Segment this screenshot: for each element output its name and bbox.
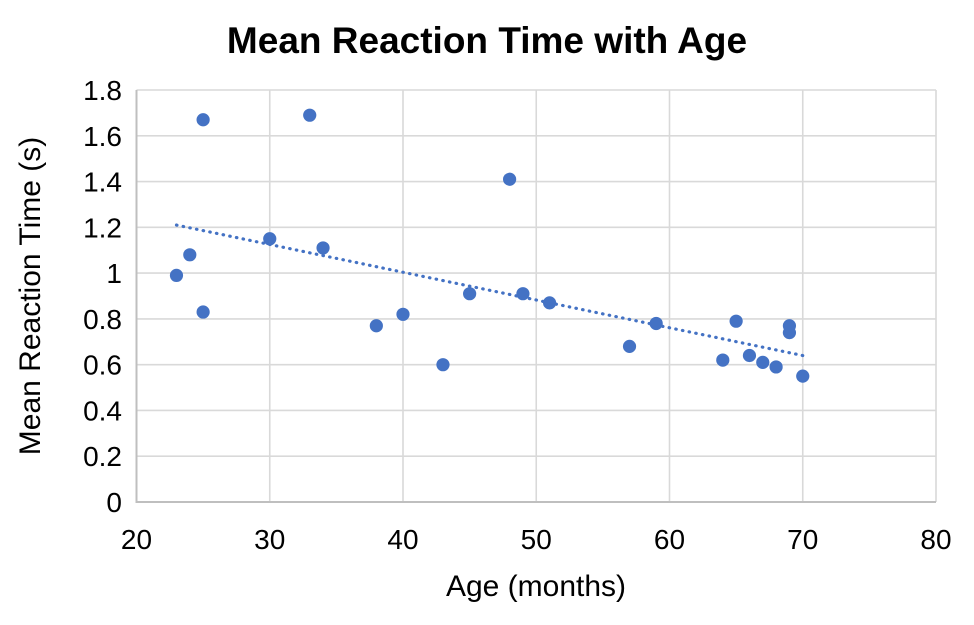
y-tick-label: 0.8 <box>83 304 122 335</box>
data-point <box>436 358 450 372</box>
data-point <box>369 319 383 333</box>
y-tick-label: 0.4 <box>83 395 122 426</box>
y-tick-label: 0.2 <box>83 441 122 472</box>
chart-title: Mean Reaction Time with Age <box>227 20 747 61</box>
y-axis-title: Mean Reaction Time (s) <box>14 137 47 455</box>
y-tick-label: 1.2 <box>83 212 122 243</box>
trendline <box>174 223 805 358</box>
x-tick-label: 50 <box>521 524 552 555</box>
y-tick-label: 1.4 <box>83 167 122 198</box>
gridline-layer <box>136 89 937 502</box>
y-tick-label: 1.8 <box>83 75 122 106</box>
y-tick-label: 1.6 <box>83 121 122 152</box>
data-point <box>796 369 810 383</box>
data-point <box>729 314 743 328</box>
data-point <box>169 268 184 282</box>
x-tick-label: 60 <box>654 524 685 555</box>
data-point <box>782 319 797 333</box>
data-point <box>742 348 757 363</box>
data-point <box>303 108 317 122</box>
x-axis-title: Age (months) <box>446 570 626 603</box>
data-point <box>196 113 210 127</box>
data-point <box>716 353 730 367</box>
data-point <box>516 287 530 301</box>
x-tick-label: 70 <box>787 524 818 555</box>
y-tick-label: 0 <box>106 487 122 518</box>
data-point <box>396 307 410 321</box>
data-point <box>769 360 783 374</box>
data-point <box>183 248 197 262</box>
x-tick-label: 30 <box>254 524 285 555</box>
data-layer <box>169 108 810 383</box>
data-point <box>503 172 517 186</box>
y-tick-label: 0.6 <box>83 350 122 381</box>
data-point <box>622 339 637 353</box>
x-tick-label: 80 <box>920 524 951 555</box>
data-point <box>263 232 277 246</box>
tick-label-layer: 0 0.2 0.4 0.6 0.8 1 1.2 1.4 1.6 1.8 20 30 40 50 60 70 80 <box>83 75 952 555</box>
data-point <box>196 305 210 319</box>
data-point <box>649 316 663 331</box>
x-tick-label: 20 <box>121 524 152 555</box>
data-point <box>316 241 330 255</box>
x-tick-label: 40 <box>387 524 418 555</box>
data-point <box>542 296 557 310</box>
y-tick-label: 1 <box>106 258 122 289</box>
data-point <box>756 355 770 369</box>
data-point <box>463 287 477 301</box>
axis-line-layer <box>135 90 936 503</box>
